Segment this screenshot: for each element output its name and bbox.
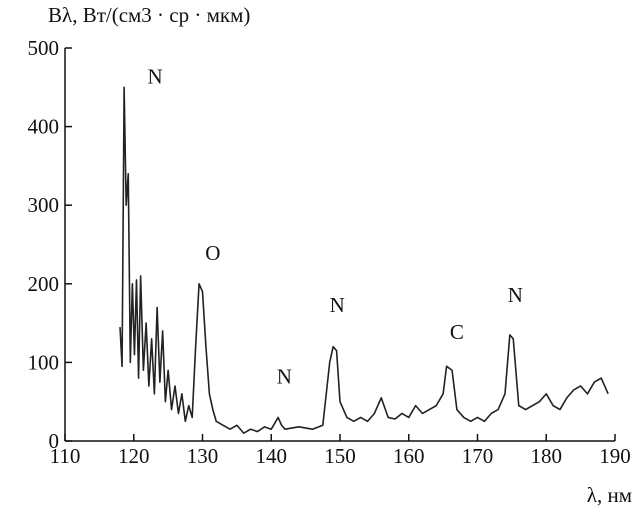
y-axis-label: Bλ, Вт/(см3 · ср · мкм)	[48, 3, 250, 27]
y-tick-label: 200	[28, 272, 60, 296]
y-tick-label: 0	[49, 429, 60, 453]
x-tick-label: 180	[531, 444, 563, 468]
x-tick-label: 160	[393, 444, 425, 468]
x-tick-label: 130	[187, 444, 219, 468]
y-tick-label: 400	[28, 115, 60, 139]
peak-label: N	[147, 64, 162, 88]
peak-label: N	[330, 293, 345, 317]
y-tick-label: 100	[28, 350, 60, 374]
x-tick-label: 150	[324, 444, 356, 468]
x-tick-label: 170	[462, 444, 494, 468]
x-tick-label: 140	[256, 444, 288, 468]
x-tick-label: 110	[50, 444, 81, 468]
peak-label: N	[277, 365, 292, 389]
peak-label: O	[205, 241, 220, 265]
x-tick-label: 120	[118, 444, 150, 468]
y-tick-label: 500	[28, 36, 60, 60]
x-axis-label: λ, нм	[587, 483, 632, 507]
peak-label: N	[508, 283, 523, 307]
y-tick-label: 300	[28, 193, 60, 217]
x-tick-label: 190	[599, 444, 631, 468]
spectrum-line	[119, 86, 609, 434]
peak-label: C	[450, 320, 464, 344]
